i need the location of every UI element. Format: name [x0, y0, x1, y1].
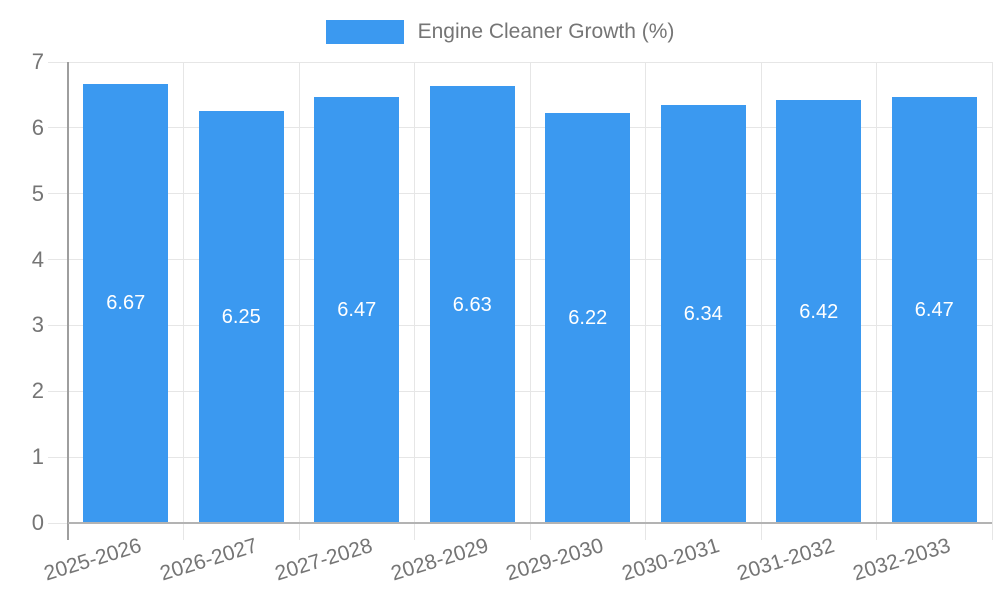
bar-value-label: 6.25	[221, 306, 261, 329]
v-gridline	[529, 62, 531, 540]
x-axis-tick-label: 2025-2026	[41, 534, 145, 586]
y-tick-mark	[48, 522, 68, 524]
y-axis-tick-label: 3	[31, 312, 44, 338]
x-axis-tick-label: 2026-2027	[157, 534, 260, 586]
y-axis-tick-label: 0	[31, 510, 44, 535]
v-gridline	[760, 62, 762, 540]
v-gridline	[183, 62, 184, 540]
bar-2031-2032[interactable]	[776, 100, 862, 523]
y-axis-tick-label: 5	[31, 180, 44, 206]
bar-2030-2031[interactable]	[660, 105, 746, 523]
y-axis-tick-label: 4	[31, 246, 44, 272]
x-axis-tick-label: 2029-2030	[503, 534, 607, 586]
y-axis-tick-label: 7	[31, 49, 44, 74]
v-gridline	[876, 62, 877, 540]
y-tick-mark	[48, 324, 68, 326]
y-axis-tick-label: 1	[31, 444, 44, 470]
bar-value-label: 6.47	[914, 298, 954, 321]
x-axis-tick-label: 2031-2032	[734, 534, 838, 586]
y-tick-mark	[48, 456, 68, 458]
legend-swatch-icon	[325, 20, 404, 44]
bar-2028-2029[interactable]	[429, 86, 515, 523]
v-gridline	[991, 62, 993, 540]
bar-value-label: 6.63	[452, 293, 492, 316]
bar-value-label: 6.67	[106, 292, 146, 315]
x-axis-tick-label: 2027-2028	[272, 534, 376, 586]
bar-value-label: 6.47	[337, 298, 377, 321]
v-gridline	[645, 62, 646, 540]
bar-value-label: 6.42	[799, 300, 839, 323]
x-axis-line	[68, 522, 992, 524]
y-tick-mark	[48, 259, 68, 261]
x-axis-tick-label: 2032-2033	[850, 534, 953, 586]
bar-2032-2033[interactable]	[891, 96, 977, 523]
x-axis-tick-label: 2028-2029	[388, 534, 491, 586]
y-axis-line	[67, 62, 69, 540]
y-tick-mark	[48, 127, 68, 129]
legend: Engine Cleaner Growth (%)	[0, 20, 1000, 44]
bar-value-label: 6.34	[683, 303, 723, 326]
x-axis-tick-label: 2030-2031	[619, 534, 722, 586]
y-tick-mark	[48, 390, 68, 392]
v-gridline	[298, 62, 300, 540]
bar-2029-2030[interactable]	[545, 113, 631, 523]
y-tick-mark	[48, 193, 68, 195]
bar-value-label: 6.22	[568, 307, 608, 330]
y-tick-mark	[48, 61, 68, 63]
bar-2025-2026[interactable]	[83, 83, 169, 523]
bar-2026-2027[interactable]	[198, 111, 284, 523]
y-axis-tick-label: 6	[31, 114, 44, 140]
bar-2027-2028[interactable]	[314, 96, 400, 523]
legend-label: Engine Cleaner Growth (%)	[417, 20, 675, 43]
y-axis-tick-label: 2	[31, 378, 44, 404]
v-gridline	[414, 62, 415, 540]
